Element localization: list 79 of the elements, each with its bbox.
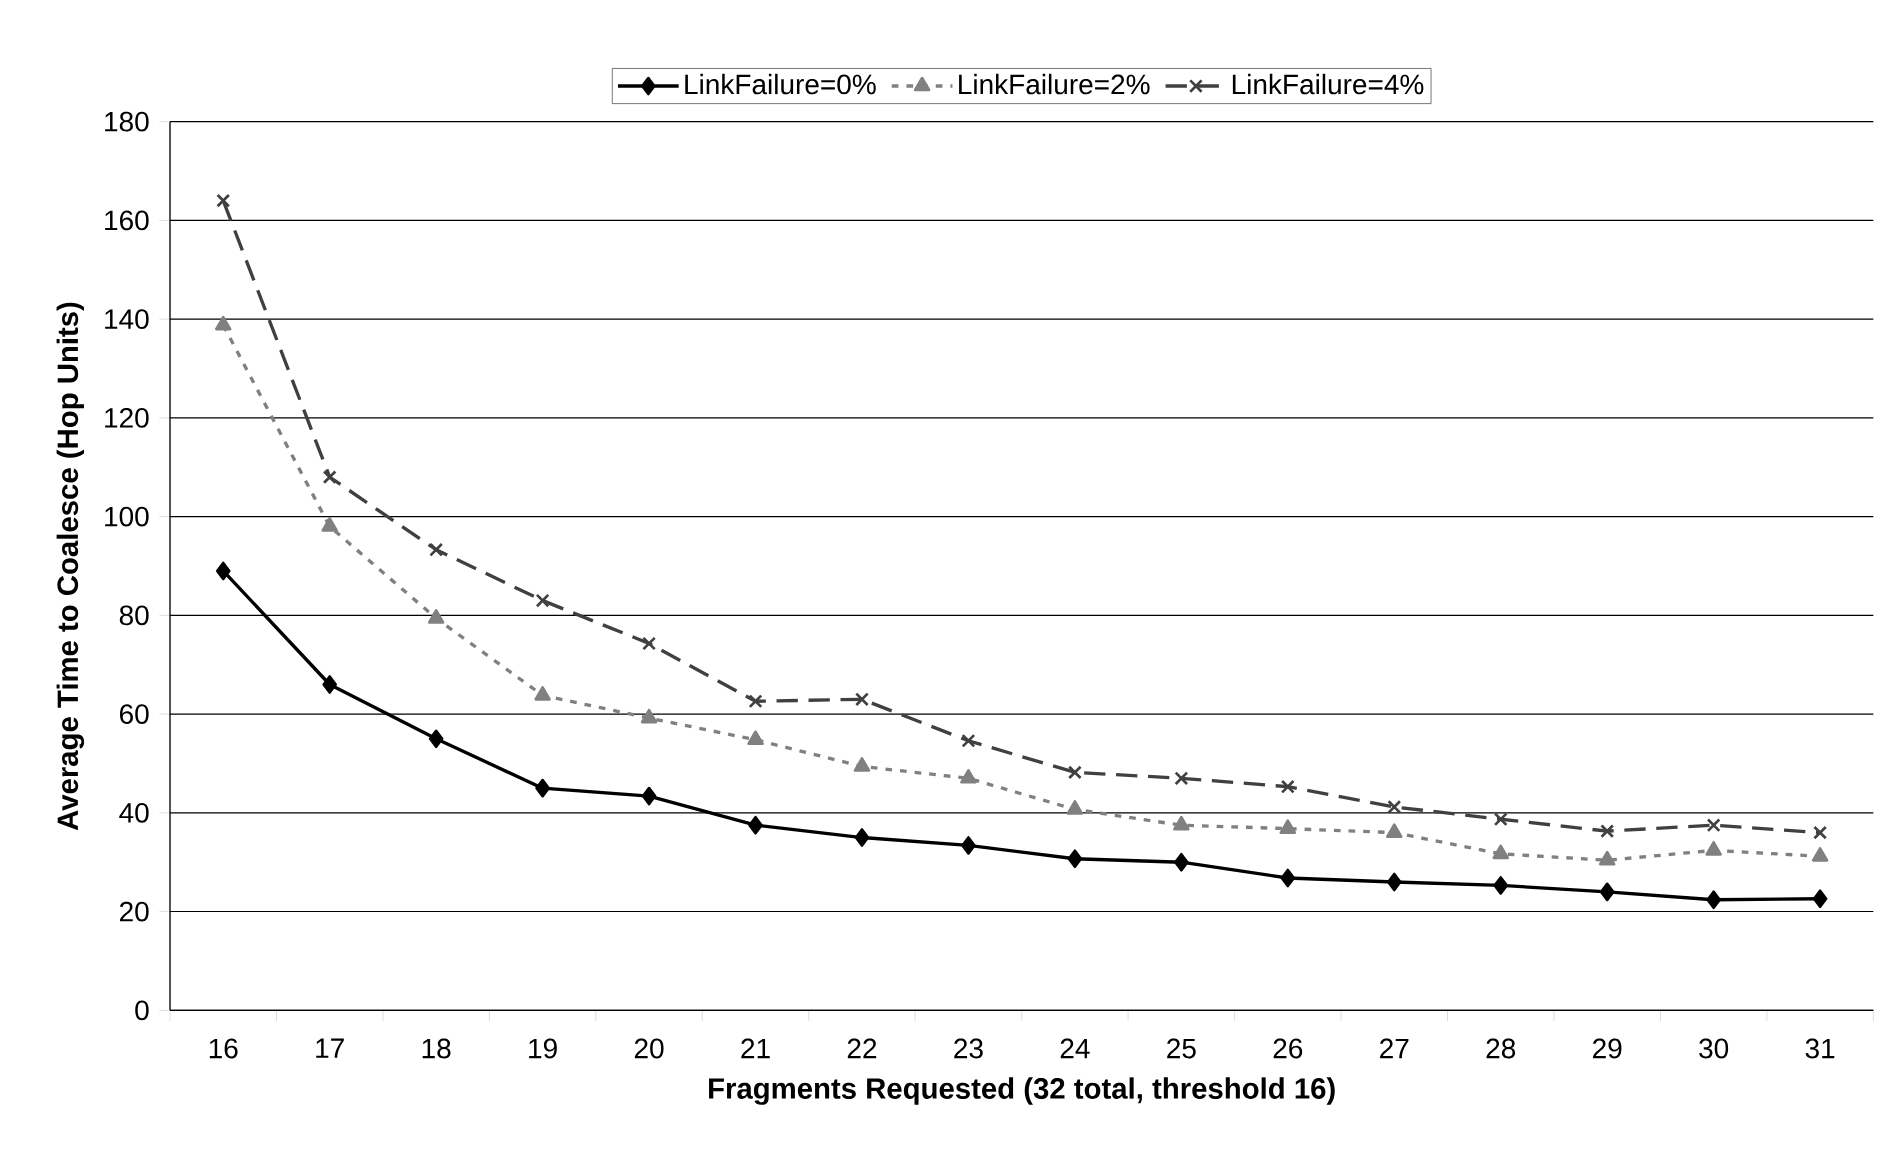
point (1066, 800, 1084, 815)
point (854, 828, 870, 847)
point (535, 778, 550, 798)
point (1280, 868, 1296, 888)
y-tick-label: 0 (135, 1000, 149, 1021)
point (748, 694, 763, 709)
point (961, 836, 976, 855)
point (1705, 841, 1722, 856)
point (322, 675, 338, 694)
x-tick-label: 29 (1593, 1038, 1622, 1059)
x-axis-title: Fragments Requested (32 total, threshold 16) (709, 1077, 1335, 1105)
legend-label: LinkFailure=0% (685, 73, 876, 95)
point (1706, 818, 1721, 833)
x-tick-label: 21 (741, 1038, 770, 1059)
x-tick-label: 22 (847, 1038, 877, 1059)
y-tick-label: 120 (105, 407, 149, 428)
x-tick-label: 17 (316, 1038, 344, 1058)
point (1386, 872, 1402, 892)
x-tick-label: 18 (422, 1038, 451, 1059)
point (1811, 846, 1829, 862)
point (1174, 771, 1189, 786)
point (1067, 849, 1083, 869)
point (534, 686, 551, 701)
point (641, 786, 657, 806)
point (854, 692, 869, 707)
point (216, 193, 231, 208)
point (1598, 850, 1616, 866)
point (214, 315, 232, 331)
point (1492, 844, 1509, 860)
point (322, 470, 337, 485)
y-tick-label: 140 (105, 309, 149, 330)
point (427, 608, 445, 624)
point (1067, 765, 1082, 780)
point (429, 542, 444, 557)
x-tick-label: 20 (634, 1038, 664, 1059)
point (535, 593, 550, 608)
point (640, 708, 658, 724)
x-tick-label: 30 (1699, 1038, 1729, 1059)
point (961, 733, 976, 748)
point (1813, 825, 1828, 840)
point (748, 815, 763, 835)
point (1174, 852, 1189, 872)
x-tick-label: 26 (1273, 1038, 1303, 1059)
point (1812, 889, 1828, 909)
x-tick-label: 19 (529, 1038, 557, 1059)
point (1599, 882, 1615, 902)
point (1279, 819, 1297, 834)
legend-label: LinkFailure=4% (1232, 73, 1424, 95)
x-tick-label: 28 (1486, 1038, 1516, 1059)
point (1493, 876, 1509, 895)
y-tick-label: 100 (105, 506, 149, 527)
legend-label: LinkFailure=2% (959, 73, 1150, 95)
point (642, 636, 657, 651)
y-tick-label: 160 (105, 210, 149, 231)
y-tick-label: 180 (105, 111, 149, 132)
y-tick-label: 40 (119, 802, 149, 823)
point (1387, 799, 1402, 814)
point (960, 768, 977, 784)
y-tick-label: 60 (120, 704, 149, 725)
y-tick-label: 20 (119, 901, 149, 922)
x-tick-label: 25 (1167, 1038, 1196, 1059)
point (1493, 812, 1508, 827)
point (215, 561, 231, 581)
x-tick-label: 27 (1380, 1038, 1409, 1059)
point (1280, 779, 1295, 794)
point (1600, 824, 1615, 839)
point (1173, 815, 1190, 831)
x-tick-label: 16 (209, 1038, 238, 1059)
x-tick-label: 31 (1805, 1038, 1835, 1059)
point (1386, 823, 1403, 838)
x-tick-label: 23 (954, 1038, 983, 1059)
point (747, 730, 764, 746)
point (853, 757, 871, 772)
point (321, 517, 338, 532)
y-axis-title: Average Time to Coalesce (Hop Units) (56, 302, 85, 831)
point (1706, 890, 1721, 910)
point (428, 729, 444, 749)
x-tick-label: 24 (1060, 1038, 1090, 1059)
y-tick-label: 80 (119, 605, 149, 626)
